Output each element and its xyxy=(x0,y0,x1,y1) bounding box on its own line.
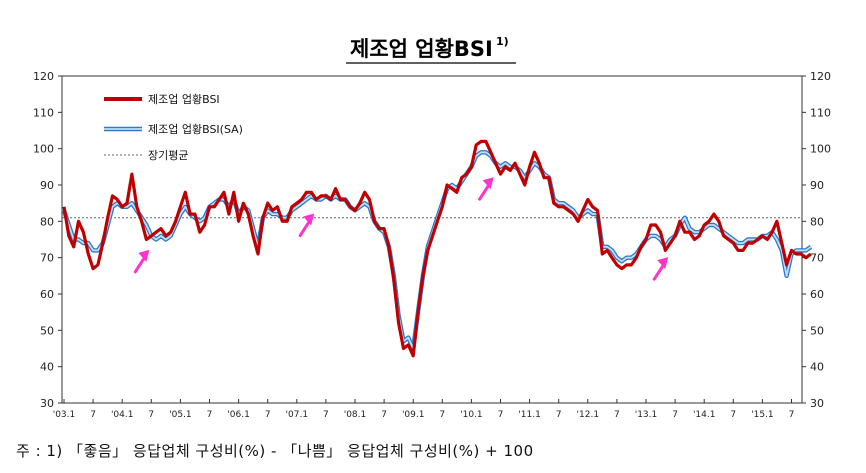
x-tick-label: 7 xyxy=(789,410,795,420)
x-tick-label: 7 xyxy=(439,410,445,420)
x-tick-label: '10.1 xyxy=(460,410,483,420)
legend-label-average: 장기평균 xyxy=(148,149,188,162)
x-tick-label: 7 xyxy=(498,410,504,420)
y-tick-label-left: 90 xyxy=(40,179,54,192)
chart-title: 제조업 업황BSI xyxy=(350,37,493,61)
arrow-annotations xyxy=(133,177,669,281)
x-tick-label: 7 xyxy=(672,410,678,420)
arrow-icon xyxy=(133,249,150,274)
y-tick-label-left: 60 xyxy=(40,288,54,301)
y-tick-label-right: 120 xyxy=(810,70,831,83)
arrow-icon xyxy=(652,257,669,281)
x-tick-label: 7 xyxy=(614,410,620,420)
y-axis-left: 30 40 50 60 70 80 90 100 110 120 xyxy=(33,70,62,410)
y-tick-label-right: 60 xyxy=(810,288,824,301)
y-tick-label-right: 90 xyxy=(810,179,824,192)
plot-frame xyxy=(61,75,803,404)
series-sa-line xyxy=(61,150,813,351)
x-tick-label: '06.1 xyxy=(227,410,250,420)
y-tick-label-left: 50 xyxy=(40,324,54,337)
bsi-chart: 제조업 업황BSI 1) 30 40 50 60 70 80 90 100 110 120 30 4… xyxy=(33,35,831,420)
series-sa-line-inner xyxy=(63,151,812,350)
y-tick-label-right: 80 xyxy=(810,215,824,228)
x-tick-label: 7 xyxy=(730,410,736,420)
x-tick-label: '08.1 xyxy=(344,410,367,420)
legend-label-sa: 제조업 업황BSI(SA) xyxy=(148,123,243,136)
x-tick-label: 7 xyxy=(207,410,213,420)
x-tick-label: 7 xyxy=(556,410,562,420)
arrow-icon xyxy=(478,177,494,201)
y-tick-label-right: 70 xyxy=(810,252,824,265)
y-tick-label-left: 110 xyxy=(33,106,54,119)
y-tick-label-left: 40 xyxy=(40,361,54,374)
footnote: 주 : 1) 「좋음」 응답업체 구성비(%) - 「나쁨」 응답업체 구성비(… xyxy=(16,442,534,460)
x-tick-label: '07.1 xyxy=(286,410,309,420)
x-tick-label: 7 xyxy=(323,410,329,420)
x-axis: '03.1 7 '04.1 7 '05.1 7 '06.1 7 '07.1 7 '08.1 7 '09.… xyxy=(53,399,795,420)
y-tick-label-right: 40 xyxy=(810,361,824,374)
legend: 제조업 업황BSI 제조업 업황BSI(SA) 장기평균 xyxy=(104,93,243,162)
x-tick-label: '11.1 xyxy=(518,410,541,420)
x-tick-label: '14.1 xyxy=(693,410,716,420)
x-tick-label: '09.1 xyxy=(402,410,425,420)
x-tick-label: '05.1 xyxy=(169,410,192,420)
x-tick-label: '04.1 xyxy=(111,410,134,420)
y-tick-label-right: 110 xyxy=(810,106,831,119)
y-tick-label-left: 30 xyxy=(40,397,54,410)
x-tick-label: '12.1 xyxy=(577,410,600,420)
y-tick-label-right: 100 xyxy=(810,143,831,156)
x-tick-label: '13.1 xyxy=(635,410,658,420)
y-tick-label-left: 70 xyxy=(40,252,54,265)
x-tick-label: 7 xyxy=(90,410,96,420)
y-tick-label-left: 80 xyxy=(40,215,54,228)
legend-label-bsi: 제조업 업황BSI xyxy=(148,93,220,106)
x-tick-label: '15.1 xyxy=(751,410,774,420)
y-tick-label-right: 50 xyxy=(810,324,824,337)
arrow-icon xyxy=(298,213,315,238)
series-bsi-line xyxy=(62,139,812,358)
chart-title-superscript: 1) xyxy=(496,35,509,48)
y-tick-label-right: 30 xyxy=(810,397,824,410)
x-tick-label: 7 xyxy=(381,410,387,420)
x-tick-label: 7 xyxy=(265,410,271,420)
x-tick-label: 7 xyxy=(148,410,154,420)
y-tick-label-left: 100 xyxy=(33,143,54,156)
x-tick-label: '03.1 xyxy=(53,410,76,420)
y-tick-label-left: 120 xyxy=(33,70,54,83)
y-axis-right: 30 40 50 60 70 80 90 100 110 120 xyxy=(802,70,831,410)
